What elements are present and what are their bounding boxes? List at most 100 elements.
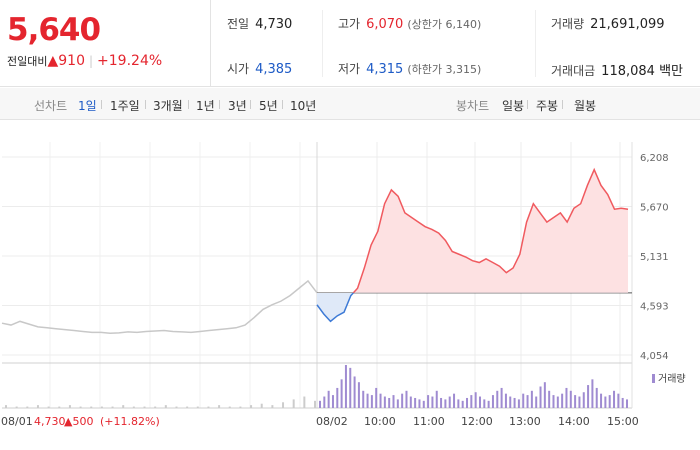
volume-bar xyxy=(349,367,352,408)
volume-bar xyxy=(526,395,529,408)
volume-bar xyxy=(396,399,399,408)
volume-bar xyxy=(36,405,39,408)
volume-bar xyxy=(483,399,486,408)
x-tick-label: 12:00 xyxy=(461,415,493,428)
volume-bar xyxy=(292,399,295,408)
upper-limit: (상한가 6,140) xyxy=(407,18,482,31)
volume-bar xyxy=(487,400,490,408)
volume-bar xyxy=(504,393,507,408)
lower-limit: (하한가 3,315) xyxy=(407,63,482,76)
volume-bar xyxy=(303,396,306,408)
change-value: 910 xyxy=(58,53,85,69)
candle-chart-label: 봉차트 xyxy=(456,99,490,113)
volume-bar xyxy=(132,406,135,408)
period-3m[interactable]: 3개월 xyxy=(153,99,183,113)
volume-bar xyxy=(379,393,382,408)
volume-bar xyxy=(319,400,321,408)
volume-bar xyxy=(578,396,581,408)
volume-label: 거래량 xyxy=(551,17,585,31)
x-tick-label: 14:00 xyxy=(558,415,590,428)
up-triangle-icon: ▲ xyxy=(47,53,59,69)
volume-value: 21,691,099 xyxy=(590,17,665,32)
volume-legend-label: 거래량 xyxy=(658,373,686,385)
volume-bar xyxy=(111,406,114,408)
volume-bar xyxy=(405,390,408,408)
period-1d[interactable]: 1일 xyxy=(78,99,97,113)
candle-monthly[interactable]: 월봉 xyxy=(574,99,597,113)
volume-bar xyxy=(496,390,499,408)
volume-bar xyxy=(591,379,594,408)
divider xyxy=(535,10,536,77)
prev-day-line xyxy=(1,279,318,335)
volume-legend-swatch xyxy=(652,374,655,383)
period-10y[interactable]: 10년 xyxy=(290,99,317,113)
volume-bar xyxy=(613,390,616,408)
volume-bar xyxy=(5,405,7,408)
volume-bar xyxy=(453,393,456,408)
prev-day-change-pct: (+11.82%) xyxy=(100,415,160,428)
candle-weekly[interactable]: 주봉 xyxy=(536,99,559,113)
divider xyxy=(219,100,220,109)
volume-bar xyxy=(207,406,210,408)
volume-bar xyxy=(196,406,199,408)
chart-toolbar: 선차트 1일 1주일 3개월 1년 3년 5년 10년 봉차트 일봉 주봉 월봉 xyxy=(0,88,700,120)
volume-bar xyxy=(491,395,494,408)
price-change: 전일대비▲910 | +19.24% xyxy=(7,53,162,69)
volume-bar xyxy=(260,403,263,408)
volume-bar xyxy=(608,395,611,408)
volume-bar xyxy=(543,382,546,408)
volume-bar xyxy=(522,393,525,408)
amount-label: 거래대금 xyxy=(551,64,596,78)
volume-bar xyxy=(427,395,430,408)
volume-bar xyxy=(422,400,425,408)
x-tick-label: 10:00 xyxy=(364,415,396,428)
divider xyxy=(145,100,146,109)
volume-bar xyxy=(282,402,285,408)
open-price: 시가 4,385 xyxy=(227,60,292,77)
low-value: 4,315 xyxy=(366,62,404,77)
volume-bar xyxy=(375,387,378,408)
volume-bar xyxy=(409,396,412,408)
volume-bar xyxy=(513,397,516,408)
volume-bar xyxy=(574,395,577,408)
volume-bar xyxy=(539,386,542,408)
volume-bar xyxy=(582,392,585,408)
divider xyxy=(282,100,283,109)
volume-bar xyxy=(474,392,477,408)
volume-bar xyxy=(370,395,373,408)
x-tick-label: 15:00 xyxy=(607,415,639,428)
volume-bar xyxy=(535,396,538,408)
period-1y[interactable]: 1년 xyxy=(196,99,215,113)
x-tick-label: 13:00 xyxy=(509,415,541,428)
quote-header: 5,640 전일대비▲910 | +19.24% 전일 4,730 시가 4,385 고… xyxy=(0,0,700,87)
volume-bar xyxy=(327,390,330,408)
volume-bar xyxy=(621,397,624,408)
period-5y[interactable]: 5년 xyxy=(259,99,278,113)
volume-bar xyxy=(470,395,473,408)
volume-bar xyxy=(344,365,347,408)
price-chart: 6,208 5,670 5,131 4,593 4,054 거래량 08/01 08/02 10… xyxy=(1,142,686,428)
volume-bar xyxy=(366,393,369,408)
volume-bar xyxy=(239,406,242,408)
volume-bar xyxy=(530,390,533,408)
volume-bar xyxy=(435,390,438,408)
period-3y[interactable]: 3년 xyxy=(228,99,247,113)
open-label: 시가 xyxy=(227,62,250,76)
volume-bar xyxy=(457,399,460,408)
volume-bar xyxy=(595,387,598,408)
today-line-up xyxy=(352,167,629,293)
open-value: 4,385 xyxy=(255,62,293,77)
volume-bar xyxy=(414,397,417,408)
volume-bar xyxy=(26,406,29,408)
prev-close: 전일 4,730 xyxy=(227,15,292,32)
volume-bar xyxy=(175,406,178,408)
volume-bar xyxy=(617,393,620,408)
volume-bar xyxy=(431,396,434,408)
low-label: 저가 xyxy=(338,62,361,76)
y-tick-label: 4,054 xyxy=(640,351,669,362)
prev-close-value: 4,730 xyxy=(255,17,293,32)
volume-bar xyxy=(68,405,71,408)
candle-daily[interactable]: 일봉 xyxy=(502,99,525,113)
divider: | xyxy=(89,54,94,68)
period-1w[interactable]: 1주일 xyxy=(110,99,140,113)
